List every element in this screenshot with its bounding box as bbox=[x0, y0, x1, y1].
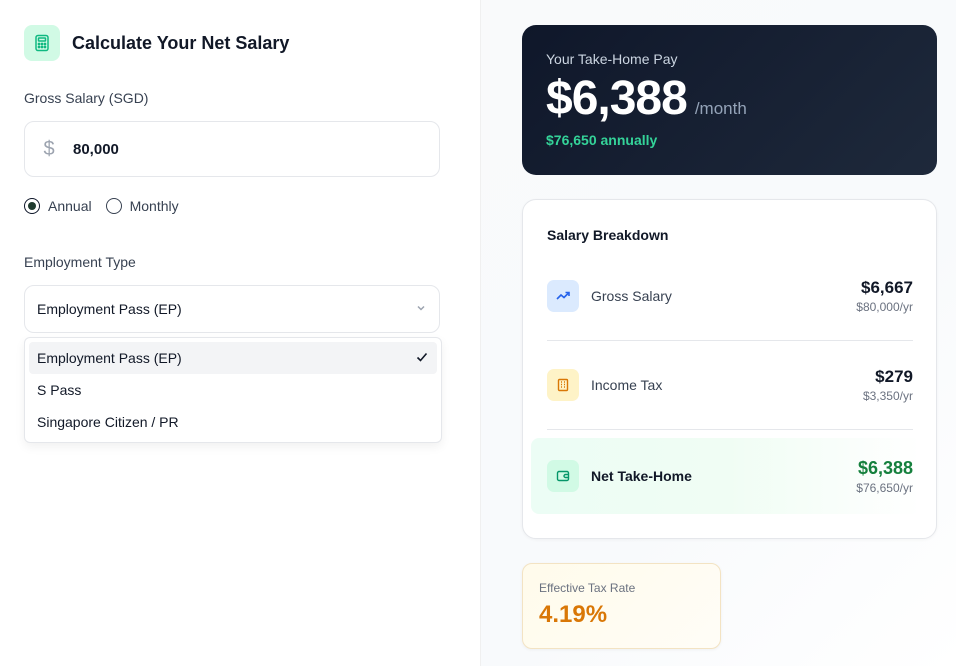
dropdown-option-label: S Pass bbox=[37, 382, 82, 398]
take-home-amount-row: $6,388 /month bbox=[546, 71, 913, 126]
breakdown-tax-annual: $3,350/yr bbox=[862, 389, 913, 403]
take-home-label: Your Take-Home Pay bbox=[546, 51, 678, 67]
results-panel: Your Take-Home Pay $6,388 /month $76,650… bbox=[480, 0, 956, 666]
take-home-amount: $6,388 bbox=[546, 72, 688, 125]
breakdown-net-label: Net Take-Home bbox=[591, 468, 692, 484]
radio-monthly-label: Monthly bbox=[129, 198, 179, 214]
divider bbox=[547, 429, 913, 430]
dropdown-option-spass[interactable]: S Pass bbox=[29, 374, 437, 406]
take-home-unit: /month bbox=[694, 99, 747, 118]
salary-breakdown-card: Salary Breakdown Gross Salary $6,667 $80… bbox=[522, 199, 937, 539]
employment-type-dropdown: Employment Pass (EP) S Pass Singapore Ci… bbox=[24, 337, 442, 443]
breakdown-net-annual: $76,650/yr bbox=[856, 480, 913, 495]
dropdown-option-label: Employment Pass (EP) bbox=[37, 350, 182, 366]
dropdown-option-citizen[interactable]: Singapore Citizen / PR bbox=[29, 406, 437, 438]
breakdown-row-tax: Income Tax $279 $3,350/yr bbox=[547, 355, 913, 415]
dropdown-option-ep[interactable]: Employment Pass (EP) bbox=[29, 342, 437, 374]
gross-salary-input-wrapper[interactable]: $ bbox=[24, 121, 440, 177]
take-home-card: Your Take-Home Pay $6,388 /month $76,650… bbox=[522, 25, 937, 175]
radio-monthly-indicator[interactable] bbox=[105, 198, 122, 214]
page-title: Calculate Your Net Salary bbox=[72, 32, 290, 53]
calculator-header: Calculate Your Net Salary bbox=[24, 25, 289, 61]
breakdown-tax-label: Income Tax bbox=[591, 377, 663, 393]
breakdown-gross-label: Gross Salary bbox=[591, 288, 672, 304]
breakdown-title: Salary Breakdown bbox=[547, 227, 669, 243]
breakdown-row-net: Net Take-Home $6,388 $76,650/yr bbox=[547, 446, 913, 506]
wallet-icon bbox=[547, 460, 579, 492]
employment-type-label: Employment Type bbox=[24, 254, 136, 270]
divider bbox=[547, 340, 913, 341]
radio-annual-label: Annual bbox=[48, 198, 92, 214]
trending-up-icon bbox=[547, 280, 579, 312]
chevron-down-icon bbox=[415, 301, 427, 317]
calculator-icon bbox=[24, 25, 60, 61]
breakdown-net-value: $6,388 bbox=[857, 457, 913, 478]
tax-rate-label: Effective Tax Rate bbox=[539, 581, 636, 595]
employment-type-select[interactable]: Employment Pass (EP) bbox=[24, 285, 440, 333]
dropdown-option-label: Singapore Citizen / PR bbox=[37, 414, 179, 430]
employment-type-selected: Employment Pass (EP) bbox=[37, 301, 182, 317]
effective-tax-rate-card: Effective Tax Rate 4.19% bbox=[522, 563, 721, 649]
breakdown-gross-value: $6,667 bbox=[861, 278, 913, 297]
radio-monthly[interactable]: Monthly bbox=[105, 198, 179, 214]
take-home-annual: $76,650 annually bbox=[546, 132, 658, 148]
building-icon bbox=[547, 369, 579, 401]
breakdown-tax-value: $279 bbox=[875, 367, 913, 386]
radio-annual-indicator[interactable] bbox=[24, 198, 40, 214]
period-radio-group: Annual Monthly bbox=[24, 198, 193, 214]
gross-salary-label: Gross Salary (SGD) bbox=[24, 90, 149, 106]
calculator-panel: Calculate Your Net Salary Gross Salary (… bbox=[24, 25, 442, 443]
tax-rate-value: 4.19% bbox=[539, 601, 608, 628]
gross-salary-input[interactable] bbox=[73, 140, 373, 158]
radio-annual[interactable]: Annual bbox=[24, 198, 92, 214]
net-highlight bbox=[531, 438, 921, 514]
breakdown-gross-annual: $80,000/yr bbox=[856, 300, 913, 314]
dollar-icon: $ bbox=[43, 137, 55, 160]
breakdown-row-gross: Gross Salary $6,667 $80,000/yr bbox=[547, 266, 913, 326]
check-icon bbox=[415, 350, 429, 367]
